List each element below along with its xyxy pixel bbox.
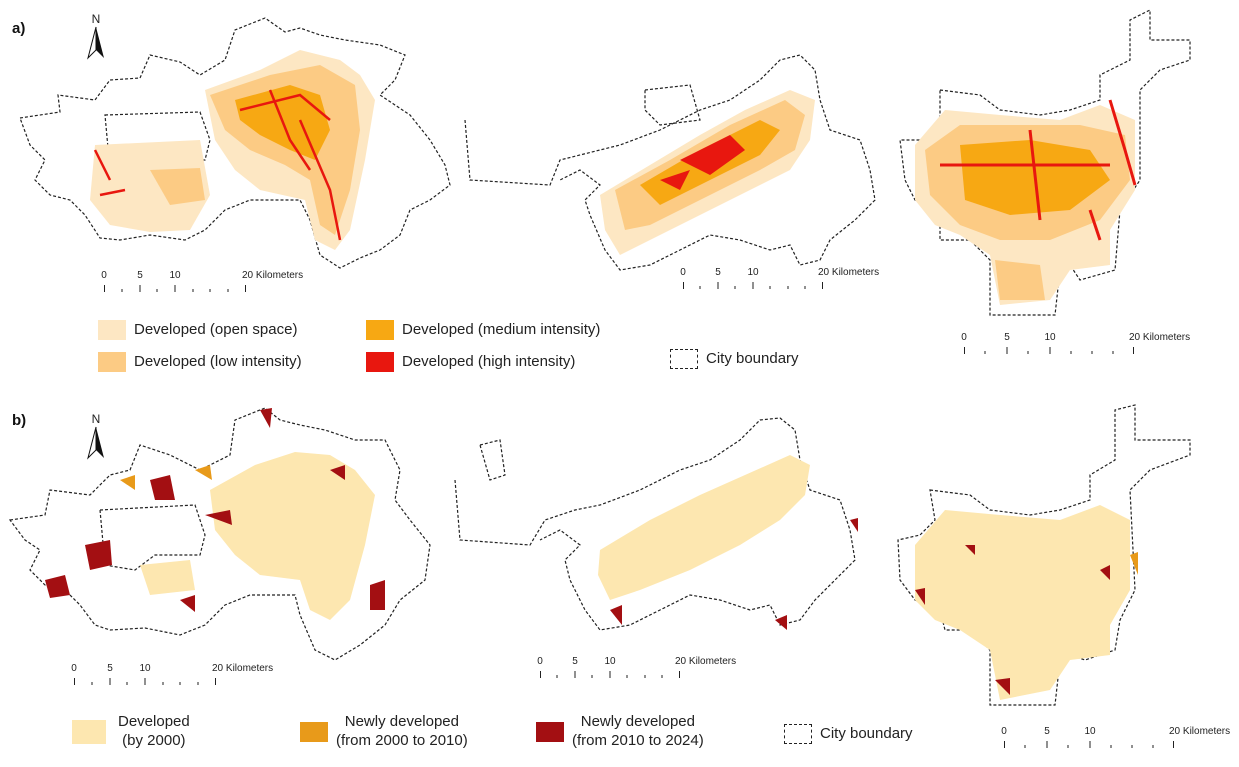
legend-line1: Newly developed bbox=[580, 713, 695, 730]
scalebar-tick: 0 bbox=[537, 656, 543, 667]
scalebar-tick: 5 bbox=[107, 663, 113, 674]
legend-label: City boundary bbox=[820, 725, 913, 742]
scalebar-tick: 10 bbox=[1084, 726, 1096, 737]
scalebar-tick: 5 bbox=[1004, 332, 1010, 343]
legend-label: Developed (low intensity) bbox=[134, 353, 302, 370]
legend-line2: (by 2000) bbox=[122, 732, 186, 749]
scalebar-tick: 5 bbox=[137, 270, 143, 281]
legend-a-medium-intensity: Developed (medium intensity) bbox=[366, 320, 600, 340]
developed-by-2000 bbox=[140, 452, 375, 620]
legend-swatch bbox=[536, 722, 564, 742]
scalebar-tick: 5 bbox=[1044, 726, 1050, 737]
legend-label: City boundary bbox=[706, 350, 799, 367]
scalebar-tick: 10 bbox=[747, 267, 759, 278]
scalebar-tick: 20 Kilometers bbox=[675, 656, 737, 667]
scalebar-tick: 20 Kilometers bbox=[242, 270, 304, 281]
legend-label: Developed (medium intensity) bbox=[402, 321, 601, 338]
scalebar-tick: 10 bbox=[604, 656, 616, 667]
scalebar-line bbox=[104, 285, 246, 292]
scalebar-tick: 0 bbox=[101, 270, 107, 281]
north-label: N bbox=[91, 12, 101, 26]
scalebar-tick: 20 Kilometers bbox=[1129, 332, 1191, 343]
scalebar-tick: 20 Kilometers bbox=[1169, 726, 1231, 737]
legend-a-low-intensity: Developed (low intensity) bbox=[98, 352, 302, 372]
north-arrow-icon bbox=[87, 26, 104, 60]
scalebar-tick: 20 Kilometers bbox=[212, 663, 274, 674]
legend-swatch bbox=[784, 724, 812, 744]
legend-b-city-boundary: City boundary bbox=[784, 724, 913, 744]
city-boundary bbox=[8, 407, 431, 661]
legend-swatch bbox=[366, 320, 394, 340]
scalebar-line bbox=[74, 678, 216, 685]
scalebar-a-1: 0 5 10 20 Kilometers bbox=[101, 270, 303, 296]
north-label: N bbox=[91, 412, 101, 426]
legend-label: Developed (by 2000) bbox=[114, 712, 190, 750]
north-arrow-b: N bbox=[84, 412, 108, 460]
developed-by-2000 bbox=[915, 505, 1130, 700]
legend-swatch bbox=[72, 720, 106, 744]
scalebar-b-1: 0 5 10 20 Kilometers bbox=[71, 663, 273, 689]
legend-a-open-space: Developed (open space) bbox=[98, 320, 297, 340]
scalebar-tick: 10 bbox=[1044, 332, 1056, 343]
scalebar-b-3: 0 5 10 20 Kilometers bbox=[1001, 726, 1230, 752]
scalebar-line bbox=[964, 347, 1134, 354]
scalebar-b-2: 0 5 10 20 Kilometers bbox=[537, 656, 736, 682]
newly-developed-2010-2024 bbox=[610, 518, 858, 630]
developed-high-intensity bbox=[660, 135, 745, 190]
developed-by-2000 bbox=[598, 455, 810, 600]
legend-swatch bbox=[670, 349, 698, 369]
developed-high-intensity bbox=[93, 89, 342, 241]
developed-high-intensity bbox=[940, 99, 1137, 241]
newly-developed-2010-2024 bbox=[45, 408, 385, 612]
north-arrow-icon bbox=[87, 426, 104, 460]
panel-label-b: b) bbox=[12, 412, 27, 429]
scalebar-tick: 0 bbox=[1001, 726, 1007, 737]
scalebar-tick: 5 bbox=[572, 656, 578, 667]
newly-developed-2000-2010 bbox=[1130, 552, 1138, 575]
legend-line2: (from 2010 to 2024) bbox=[572, 732, 704, 749]
scalebar-tick: 5 bbox=[715, 267, 721, 278]
scalebar-line bbox=[540, 671, 680, 678]
scalebar-a-3: 0 5 10 20 Kilometers bbox=[961, 332, 1190, 358]
scalebar-line bbox=[683, 282, 823, 289]
newly-developed-2000-2010 bbox=[120, 465, 212, 490]
scalebar-tick: 0 bbox=[961, 332, 967, 343]
city-boundary bbox=[454, 417, 856, 631]
scalebar-line bbox=[1004, 741, 1174, 748]
city-boundary bbox=[464, 54, 876, 271]
legend-label: Newly developed (from 2000 to 2010) bbox=[336, 712, 468, 750]
legend-line1: Newly developed bbox=[344, 713, 459, 730]
scalebar-tick: 10 bbox=[169, 270, 181, 281]
legend-b-newly-2000-2010: Newly developed (from 2000 to 2010) bbox=[300, 712, 468, 750]
legend-swatch bbox=[366, 352, 394, 372]
scalebar-tick: 20 Kilometers bbox=[818, 267, 880, 278]
legend-line1: Developed bbox=[118, 713, 190, 730]
scalebar-tick: 0 bbox=[71, 663, 77, 674]
legend-label: Newly developed (from 2010 to 2024) bbox=[572, 712, 704, 750]
newly-developed-2010-2024 bbox=[915, 545, 1110, 695]
legend-b-newly-2010-2024: Newly developed (from 2010 to 2024) bbox=[536, 712, 704, 750]
north-arrow-a: N bbox=[84, 12, 108, 60]
panel-label-a: a) bbox=[12, 20, 26, 37]
city-boundary bbox=[897, 404, 1191, 706]
legend-b-developed-2000: Developed (by 2000) bbox=[72, 712, 190, 750]
legend-a-city-boundary: City boundary bbox=[670, 349, 799, 369]
legend-line2: (from 2000 to 2010) bbox=[336, 732, 468, 749]
legend-swatch bbox=[98, 352, 126, 372]
legend-swatch bbox=[98, 320, 126, 340]
legend-a-high-intensity: Developed (high intensity) bbox=[366, 352, 575, 372]
legend-label: Developed (open space) bbox=[134, 321, 298, 338]
scalebar-a-2: 0 5 10 20 Kilometers bbox=[680, 267, 879, 293]
scalebar-tick: 0 bbox=[680, 267, 686, 278]
legend-swatch bbox=[300, 722, 328, 742]
scalebar-tick: 10 bbox=[139, 663, 151, 674]
legend-label: Developed (high intensity) bbox=[402, 353, 576, 370]
